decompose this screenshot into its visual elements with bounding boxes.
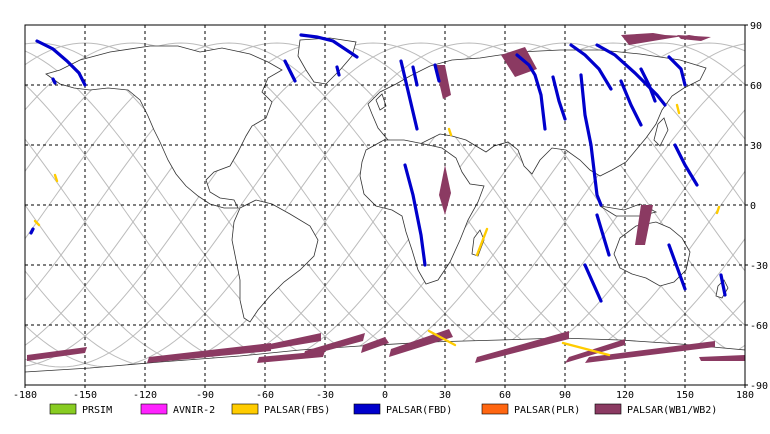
africa-outline (359, 139, 485, 285)
fbs-track (561, 341, 611, 357)
wb-swath (501, 47, 537, 77)
legend-label: PALSAR(WB1/WB2) (627, 405, 717, 416)
fbd-track (51, 77, 57, 85)
legend-label: AVNIR-2 (173, 405, 215, 416)
legend-label: PALSAR(FBD) (386, 405, 452, 416)
wb-swath (699, 355, 745, 361)
longitude-axis: -180 -150 -120 -90 -60 -30 0 30 60 90 120 150 180 (13, 385, 754, 401)
fbd-track (619, 79, 643, 127)
legend-swatch (49, 403, 77, 415)
fbd-track (595, 213, 611, 257)
greenland-outline (297, 37, 357, 85)
lon-tick-label: 180 (736, 390, 754, 401)
legend-swatch (481, 403, 509, 415)
fbd-track (433, 63, 441, 83)
lat-tick-label: -90 (750, 381, 768, 392)
legend-swatch (353, 403, 381, 415)
lon-tick-label: 150 (676, 390, 694, 401)
fbd-track (399, 59, 419, 131)
fbd-track (579, 73, 603, 207)
wb-swath (261, 333, 321, 351)
japan-outline (653, 117, 669, 147)
palsar-fbd-tracks (29, 33, 727, 303)
fbd-track (583, 263, 603, 303)
fbd-track (667, 55, 687, 87)
lon-tick-label: 60 (499, 390, 511, 401)
lat-tick-label: 30 (750, 141, 762, 152)
fbd-track (411, 65, 419, 87)
legend-label: PALSAR(FBS) (264, 405, 330, 416)
wb-swath (435, 65, 451, 99)
wb-swath (677, 35, 711, 41)
lat-tick-label: -60 (750, 321, 768, 332)
fbd-track (639, 67, 657, 103)
legend-swatch (231, 403, 259, 415)
wb-swath (303, 333, 365, 357)
fbd-track (673, 143, 699, 187)
fbd-track (569, 43, 613, 91)
fbd-track (719, 273, 727, 297)
uk-outline (375, 93, 387, 111)
lon-tick-label: -120 (133, 390, 157, 401)
lat-tick-label: 90 (750, 21, 762, 32)
wb-swath (361, 337, 389, 353)
legend-label: PALSAR(PLR) (514, 405, 580, 416)
fbd-track (283, 59, 297, 83)
latitude-axis: 90 60 30 0 -30 -60 -90 (745, 21, 768, 392)
legend: PRSIM AVNIR-2 PALSAR(FBS) PALSAR(FBD) PALSAR… (49, 403, 717, 416)
legend-swatch (140, 403, 168, 415)
lat-tick-label: 0 (750, 201, 756, 212)
fbd-track (29, 227, 35, 235)
lon-tick-label: -150 (73, 390, 97, 401)
fbd-track (515, 53, 547, 131)
fbs-track (427, 329, 457, 347)
lon-tick-label: -90 (196, 390, 214, 401)
lat-tick-label: 60 (750, 81, 762, 92)
palsar-fbs-tracks (33, 103, 721, 357)
wb-swath (147, 343, 271, 363)
lon-tick-label: -60 (256, 390, 274, 401)
fbs-track (447, 127, 453, 137)
fbd-track (667, 243, 687, 291)
lon-tick-label: -30 (316, 390, 334, 401)
palsar-wb-swaths (27, 33, 745, 363)
lon-tick-label: 90 (559, 390, 571, 401)
fbd-track (299, 33, 359, 59)
fbs-track (33, 219, 41, 227)
fbd-track (35, 39, 87, 87)
wb-swath (27, 347, 87, 361)
fbs-track (53, 173, 59, 183)
fbd-track (403, 163, 427, 267)
wb-swath (439, 165, 451, 215)
wb-swath (475, 331, 569, 363)
lon-tick-label: 0 (382, 390, 388, 401)
fbs-track (675, 103, 681, 115)
fbd-track (595, 43, 667, 107)
lon-tick-label: -180 (13, 390, 37, 401)
fbs-track (475, 227, 489, 257)
wb-swath (635, 205, 653, 245)
lat-tick-label: -30 (750, 261, 768, 272)
fbs-track (715, 205, 721, 215)
wb-swath (585, 341, 715, 363)
fbd-track (335, 65, 341, 77)
legend-label: PRSIM (82, 405, 112, 416)
legend-swatch (594, 403, 622, 415)
fbd-track (551, 75, 567, 121)
lon-tick-label: 120 (616, 390, 634, 401)
lon-tick-label: 30 (439, 390, 451, 401)
south-america-outline (231, 199, 319, 323)
madagascar-outline (471, 229, 485, 257)
